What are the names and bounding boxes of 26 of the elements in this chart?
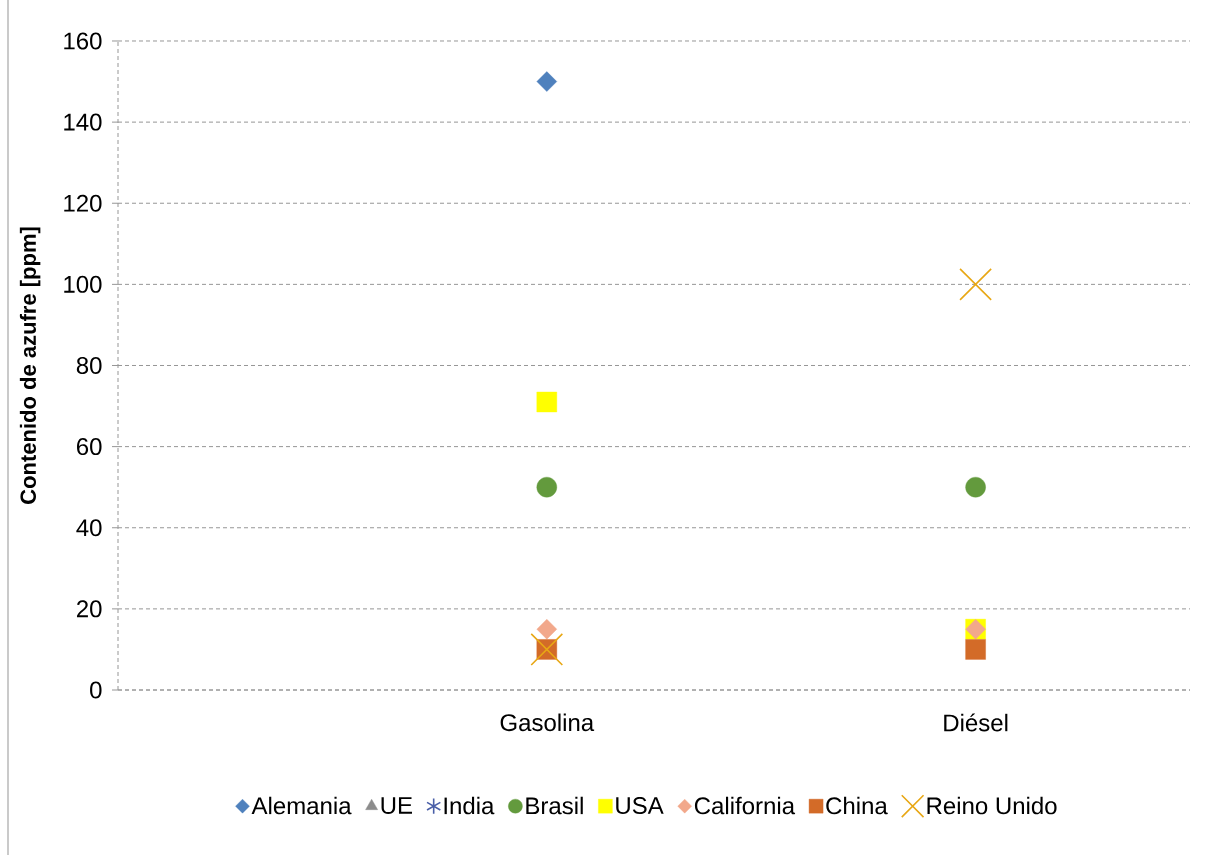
point: [959, 268, 992, 301]
y-tick-label: 100: [64, 275, 102, 293]
x-tick-label: Diésel: [944, 713, 1008, 732]
y-tick-label: 160: [64, 32, 102, 50]
point: [536, 391, 557, 413]
point: [536, 71, 557, 92]
y-tick-label: 60: [77, 438, 102, 456]
point: [536, 476, 557, 498]
point: [536, 618, 557, 640]
x-tick-label: Gasolina: [500, 713, 595, 732]
legend-label: California: [694, 796, 796, 815]
y-tick-label: 20: [76, 600, 102, 618]
y-tick-label: 140: [64, 113, 102, 131]
y-axis-title: Contenido de azufre [ppm]: [19, 227, 41, 504]
legend-label: India: [444, 796, 495, 815]
legend-label: Alemania: [251, 796, 352, 815]
y-tick-label: 0: [90, 681, 102, 699]
legend-label: Reino Unido: [927, 796, 1057, 815]
legend-label: USA: [616, 797, 664, 815]
y-tick-label: 40: [76, 519, 102, 537]
y-tick-label: 80: [76, 356, 102, 374]
point: [965, 476, 986, 498]
legend-label: Brasil: [526, 796, 583, 815]
legend-label: China: [826, 796, 888, 815]
legend-label: UE: [381, 797, 412, 814]
y-tick-label: 120: [64, 194, 102, 212]
